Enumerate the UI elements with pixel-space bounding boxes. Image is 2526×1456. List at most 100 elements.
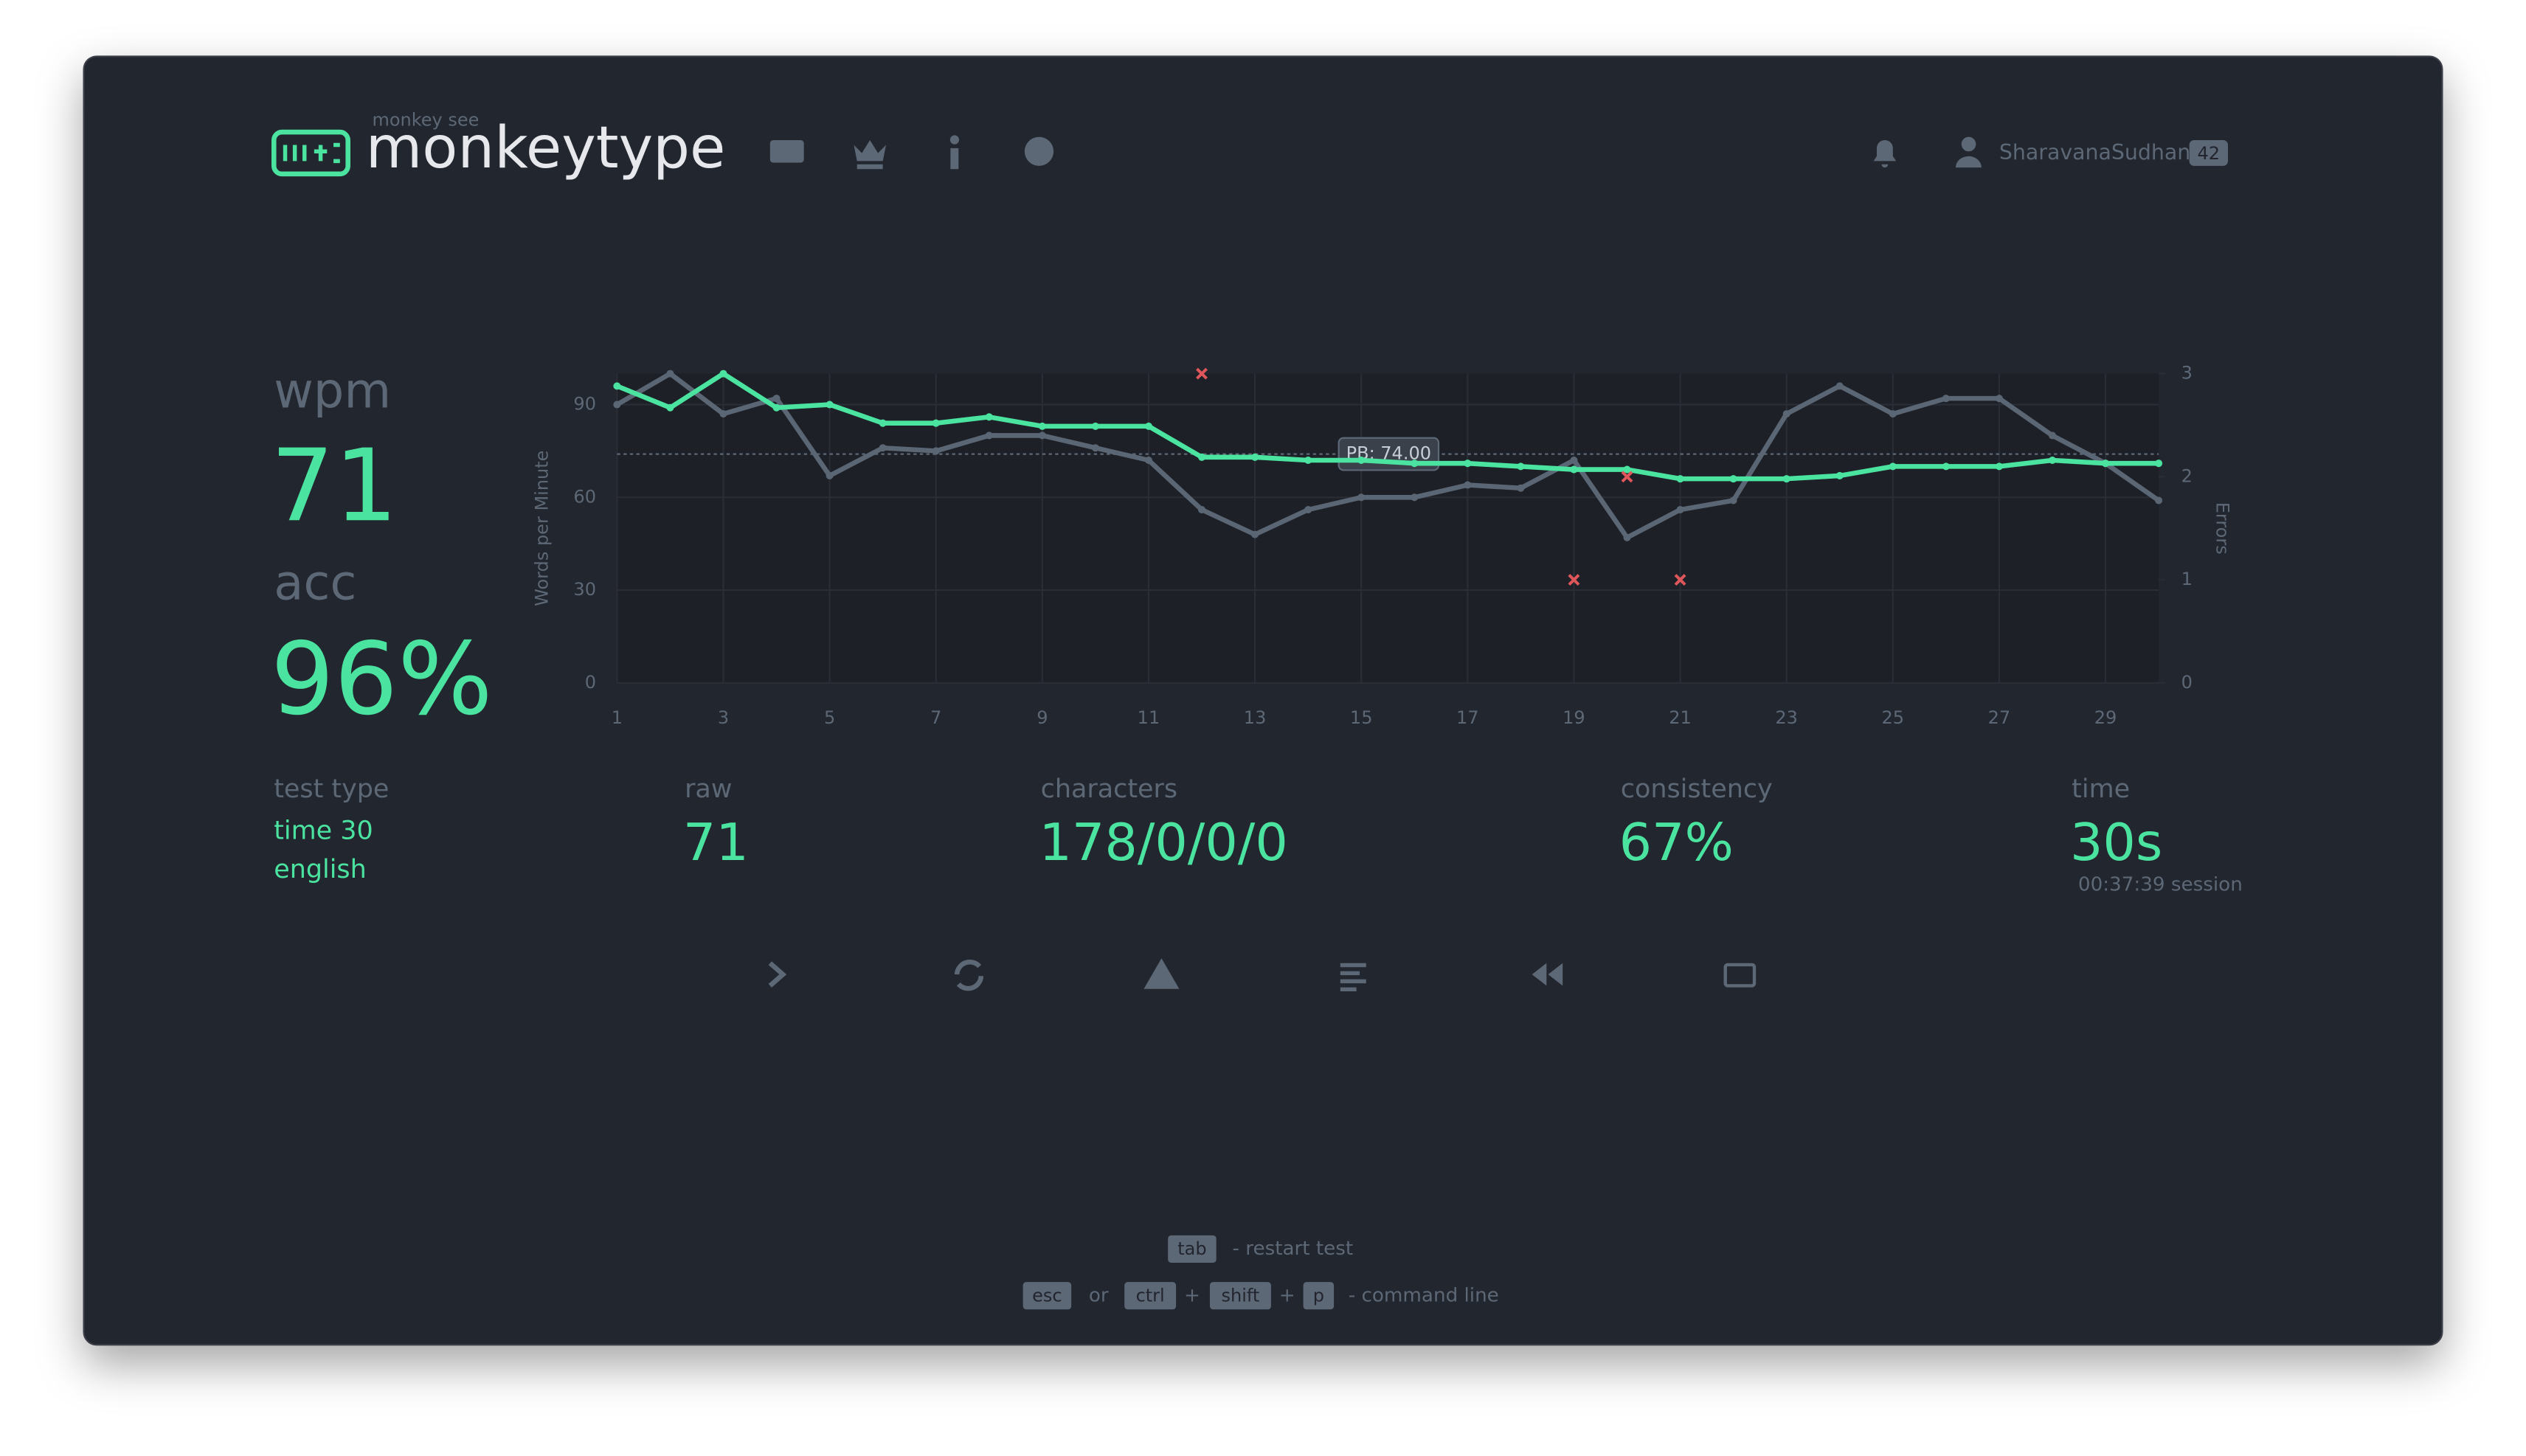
error-marker: [1568, 574, 1580, 586]
logo[interactable]: monkey see monkeytype: [271, 109, 725, 181]
point: [719, 370, 727, 378]
repeat-test-button[interactable]: [954, 960, 984, 991]
session-time: 00:37:39 session: [2078, 874, 2243, 896]
series-line: [616, 371, 2159, 482]
logo-subtitle: monkey see: [372, 109, 479, 130]
point: [772, 395, 781, 403]
key: [1209, 1282, 1271, 1310]
x-tick-label: 5: [824, 707, 835, 728]
hint: or: [1089, 1284, 1109, 1306]
point: [2048, 431, 2056, 440]
point: [1091, 444, 1099, 452]
point: [1517, 462, 1525, 471]
y2-tick-label: 0: [2181, 672, 2193, 693]
key-label: shift: [1222, 1285, 1260, 1306]
key-label: tab: [1177, 1238, 1206, 1259]
word-history-button[interactable]: [1340, 963, 1366, 992]
point: [1835, 471, 1844, 479]
consistency-label: consistency: [1621, 774, 1773, 804]
x-tick-label: 29: [2094, 707, 2117, 728]
point: [1889, 462, 1897, 471]
point: [2155, 460, 2163, 468]
x-tick-label: 21: [1669, 707, 1692, 728]
plot-area: [617, 373, 2159, 683]
point: [613, 382, 621, 390]
point: [1304, 506, 1312, 514]
next-test-button[interactable]: [768, 961, 787, 988]
point: [985, 413, 993, 421]
crown-icon[interactable]: [854, 139, 887, 170]
point: [826, 471, 834, 479]
point: [879, 444, 887, 452]
x-tick-label: 15: [1350, 707, 1373, 728]
x-tick-label: 13: [1244, 707, 1267, 728]
wpm-chart: Words per Minute Errors 1 3 5 7 9 11 13 15 17 19 2…: [531, 363, 2232, 728]
key: [1303, 1282, 1335, 1310]
key: [1022, 1282, 1072, 1310]
x-tick-label: 17: [1456, 707, 1479, 728]
point: [2102, 460, 2110, 468]
screenshot-button[interactable]: [1723, 963, 1757, 988]
key: [1124, 1282, 1177, 1310]
point: [932, 419, 940, 427]
point: [1038, 431, 1046, 440]
point: [1676, 475, 1684, 483]
point: [1357, 456, 1366, 465]
point: [2048, 456, 2056, 465]
key: [1168, 1235, 1217, 1263]
point: [1038, 422, 1046, 430]
wpm-value: 71: [271, 427, 398, 544]
y-tick-label: 90: [573, 394, 596, 415]
x-tick-label: 1: [612, 707, 623, 728]
point: [879, 419, 887, 427]
point: [1464, 460, 1472, 468]
point: [1197, 506, 1206, 514]
y2-tick-label: 3: [2181, 363, 2193, 384]
point: [666, 370, 674, 378]
error-marker: [1196, 367, 1208, 380]
point: [1995, 395, 2003, 403]
user-icon[interactable]: [1955, 136, 1982, 168]
point: [1995, 462, 2003, 471]
point: [932, 447, 940, 455]
username[interactable]: SharavanaSudhan: [1999, 140, 2190, 164]
y-tick-label: 30: [573, 579, 596, 600]
point: [826, 401, 834, 409]
point: [1251, 453, 1259, 461]
point: [1517, 484, 1525, 492]
y2-axis-label: Errors: [2212, 502, 2233, 555]
point: [1144, 422, 1152, 430]
point: [1570, 465, 1578, 474]
point: [1835, 382, 1844, 390]
point: [1357, 493, 1366, 502]
settings-icon[interactable]: [1024, 136, 1054, 166]
x-tick-label: 23: [1775, 707, 1798, 728]
x-tick-label: 9: [1037, 707, 1048, 728]
x-tick-label: 27: [1988, 707, 2011, 728]
level: 42: [2198, 143, 2221, 164]
point: [1676, 506, 1684, 514]
time-value: 30s: [2070, 813, 2162, 873]
hint: - restart test: [1233, 1238, 1354, 1260]
point: [1197, 453, 1206, 461]
test-language: english: [274, 855, 367, 884]
logo-glyph: [283, 142, 340, 164]
practice-mistakes-button[interactable]: [1143, 958, 1180, 989]
consistency-value: 67%: [1619, 813, 1734, 873]
hint: +: [1279, 1284, 1295, 1306]
notifications-icon[interactable]: [1873, 139, 1897, 168]
point: [1942, 462, 1950, 471]
point: [1623, 533, 1631, 541]
replay-button[interactable]: [1532, 963, 1563, 986]
point: [1304, 456, 1312, 465]
y-tick-label: 0: [585, 672, 596, 693]
keyboard-icon[interactable]: [769, 139, 804, 163]
y-axis-label: Words per Minute: [531, 451, 552, 606]
point: [613, 401, 621, 409]
info-icon[interactable]: [949, 135, 960, 170]
test-type: time 30: [274, 817, 373, 846]
acc-value: 96%: [271, 620, 493, 737]
x-tick-label: 3: [718, 707, 729, 728]
key-label: esc: [1032, 1285, 1062, 1306]
